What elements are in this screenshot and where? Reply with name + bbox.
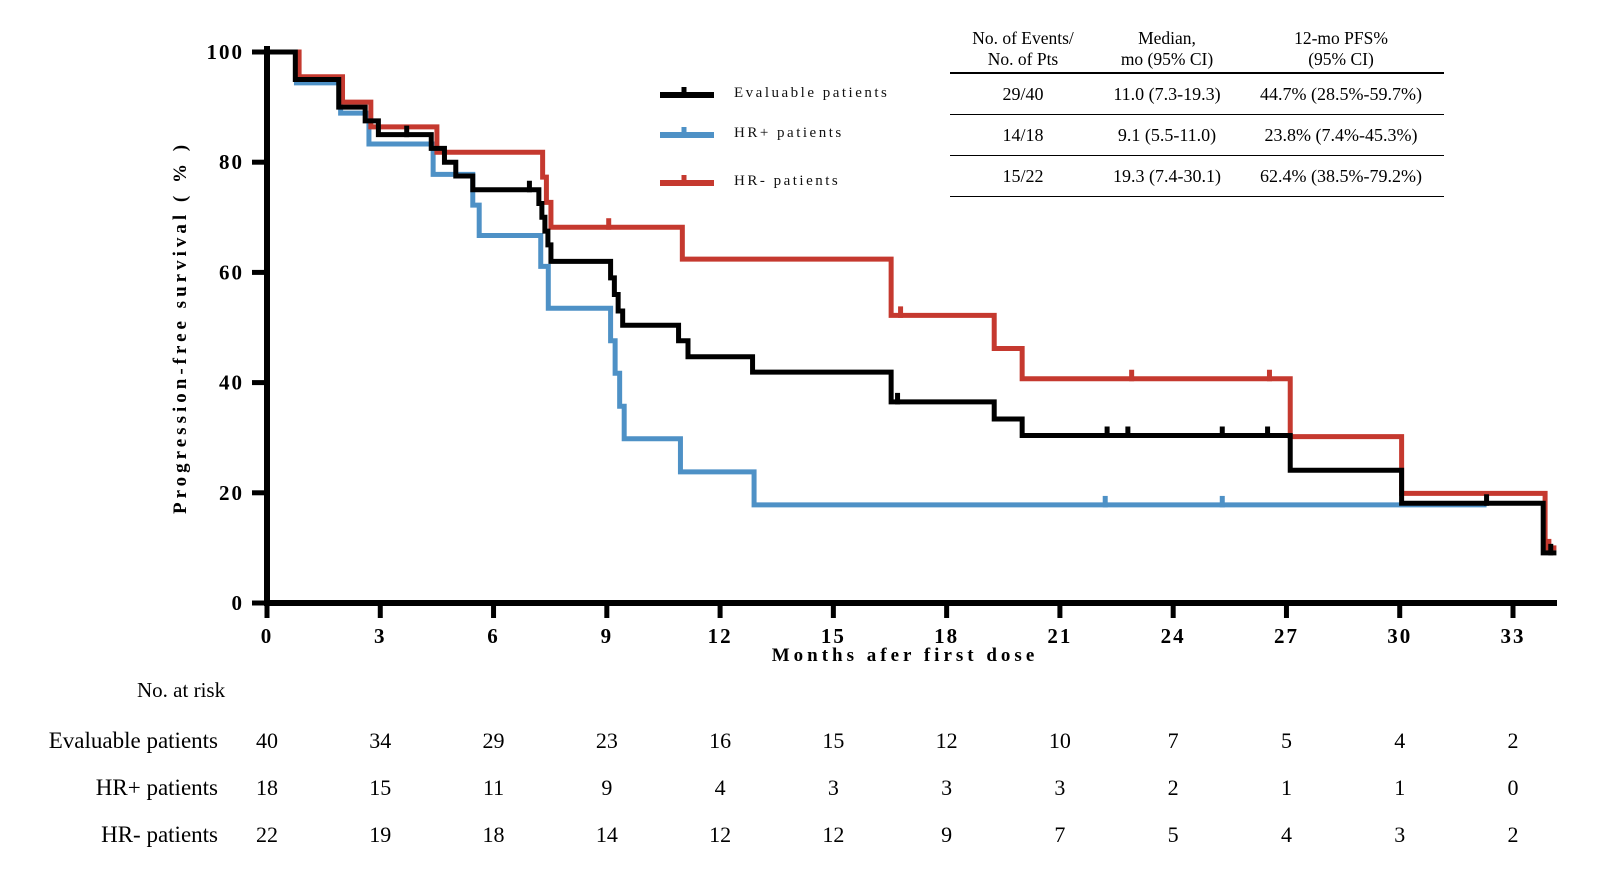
at-risk-count: 9 (941, 822, 952, 847)
legend-item-hr-positive: HR+ patients (658, 123, 844, 143)
hr-negative-median: 19.3 (7.4-30.1) (1096, 155, 1238, 197)
col-header-median-line1: Median, (1138, 28, 1196, 48)
at-risk-count: 9 (601, 775, 612, 800)
at-risk-count: 14 (596, 822, 618, 847)
x-tick-label: 18 (934, 624, 959, 648)
col-header-pfs12-line1: 12-mo PFS% (1294, 28, 1388, 48)
y-tick-label: 20 (219, 481, 244, 505)
at-risk-count: 7 (1168, 728, 1179, 753)
y-tick-label: 100 (207, 40, 245, 64)
at-risk-count: 12 (822, 822, 844, 847)
stats-row-evaluable: 29/40 11.0 (7.3-19.3) 44.7% (28.5%-59.7%… (950, 73, 1444, 115)
at-risk-count: 3 (828, 775, 839, 800)
x-tick-label: 9 (601, 624, 614, 648)
at-risk-count: 5 (1168, 822, 1179, 847)
x-tick-label: 3 (374, 624, 387, 648)
at-risk-count: 7 (1054, 822, 1065, 847)
at-risk-count: 1 (1281, 775, 1292, 800)
km-curve-evaluable-patients (267, 49, 1557, 556)
legend-item-hr-negative: HR- patients (658, 171, 840, 191)
legend-label-hr-positive: HR+ patients (734, 124, 844, 141)
at-risk-header: No. at risk (137, 678, 226, 702)
at-risk-count: 19 (369, 822, 391, 847)
at-risk-count: 12 (709, 822, 731, 847)
col-header-pfs12-line2: (95% CI) (1308, 49, 1374, 69)
x-tick-label: 12 (708, 624, 733, 648)
at-risk-count: 2 (1508, 728, 1519, 753)
at-risk-count: 15 (822, 728, 844, 753)
km-censor-line-marker-blue (660, 127, 714, 138)
legend-label-evaluable: Evaluable patients (734, 84, 890, 101)
evaluable-events: 29/40 (950, 73, 1096, 115)
hr-negative-pfs12: 62.4% (38.5%-79.2%) (1238, 155, 1444, 197)
col-header-events: No. of Events/ No. of Pts (950, 26, 1096, 74)
legend-label-hr-negative: HR- patients (734, 172, 841, 189)
at-risk-count: 22 (256, 822, 278, 847)
at-risk-row-label: Evaluable patients (49, 728, 218, 753)
at-risk-count: 0 (1508, 775, 1519, 800)
x-tick-label: 21 (1047, 624, 1072, 648)
at-risk-count: 4 (1281, 822, 1292, 847)
at-risk-row-label: HR+ patients (96, 775, 218, 800)
at-risk-count: 10 (1049, 728, 1071, 753)
col-header-pfs12: 12-mo PFS% (95% CI) (1238, 26, 1444, 74)
km-censor-line-marker-black (660, 87, 714, 98)
at-risk-row-label: HR- patients (101, 822, 218, 847)
x-tick-label: 6 (487, 624, 500, 648)
at-risk-count: 23 (596, 728, 618, 753)
x-axis-title: Months afer first dose (772, 645, 1039, 666)
hr-positive-median: 9.1 (5.5-11.0) (1096, 114, 1238, 156)
at-risk-count: 2 (1168, 775, 1179, 800)
x-tick-label: 30 (1387, 624, 1412, 648)
at-risk-count: 12 (936, 728, 958, 753)
hr-negative-events: 15/22 (950, 155, 1096, 197)
col-header-events-line2: No. of Pts (987, 49, 1059, 69)
evaluable-pfs12: 44.7% (28.5%-59.7%) (1238, 73, 1444, 115)
at-risk-count: 1 (1394, 775, 1405, 800)
outcome-stats-table: No. of Events/ No. of Pts Median, mo (95… (950, 26, 1444, 197)
stats-header-row: No. of Events/ No. of Pts Median, mo (95… (950, 26, 1444, 74)
stats-row-hr-positive: 14/18 9.1 (5.5-11.0) 23.8% (7.4%-45.3%) (950, 114, 1444, 156)
y-tick-label: 0 (232, 591, 245, 615)
x-tick-label: 27 (1274, 624, 1299, 648)
at-risk-count: 40 (256, 728, 278, 753)
x-tick-label: 15 (821, 624, 846, 648)
at-risk-count: 29 (483, 728, 505, 753)
stats-row-hr-negative: 15/22 19.3 (7.4-30.1) 62.4% (38.5%-79.2%… (950, 155, 1444, 197)
at-risk-count: 3 (941, 775, 952, 800)
at-risk-count: 11 (483, 775, 504, 800)
at-risk-count: 3 (1054, 775, 1065, 800)
at-risk-count: 16 (709, 728, 731, 753)
y-axis-title: Progression-free survival ( % ) (170, 141, 191, 514)
y-tick-label: 80 (219, 150, 244, 174)
at-risk-count: 15 (369, 775, 391, 800)
at-risk-count: 3 (1394, 822, 1405, 847)
hr-positive-events: 14/18 (950, 114, 1096, 156)
x-tick-label: 24 (1161, 624, 1186, 648)
at-risk-count: 5 (1281, 728, 1292, 753)
y-tick-label: 60 (219, 260, 244, 284)
evaluable-median: 11.0 (7.3-19.3) (1096, 73, 1238, 115)
at-risk-count: 34 (369, 728, 391, 753)
x-tick-label: 33 (1501, 624, 1526, 648)
col-header-median-line2: mo (95% CI) (1120, 49, 1214, 69)
at-risk-count: 4 (715, 775, 726, 800)
hr-positive-pfs12: 23.8% (7.4%-45.3%) (1238, 114, 1444, 156)
y-tick-label: 40 (219, 371, 244, 395)
km-censor-line-marker-red (660, 175, 714, 186)
x-tick-label: 0 (261, 624, 274, 648)
at-risk-count: 2 (1508, 822, 1519, 847)
col-header-median: Median, mo (95% CI) (1096, 26, 1238, 74)
at-risk-count: 18 (483, 822, 505, 847)
at-risk-count: 4 (1394, 728, 1405, 753)
col-header-events-line1: No. of Events/ (972, 28, 1074, 48)
at-risk-count: 18 (256, 775, 278, 800)
legend-item-evaluable: Evaluable patients (658, 83, 889, 103)
axes: 0 20 40 60 80 100 0 3 6 9 12 15 18 21 24 27 30 33 (207, 40, 1557, 648)
